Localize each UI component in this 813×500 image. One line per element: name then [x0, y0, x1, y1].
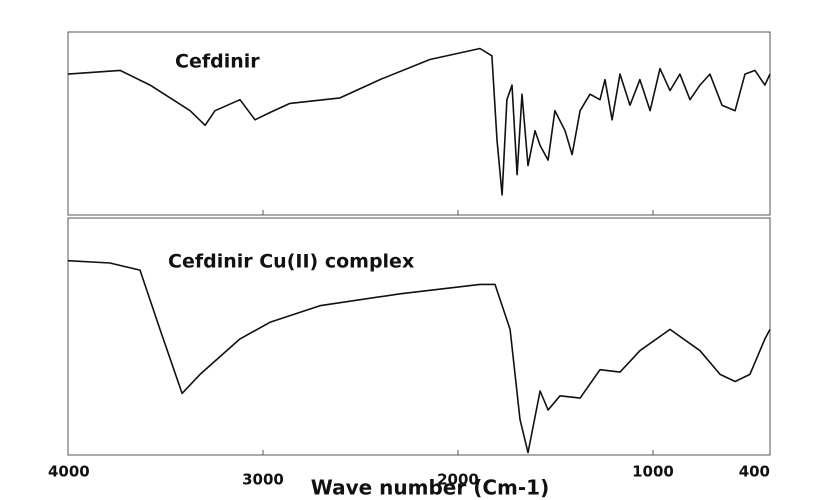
spectrum-line	[67, 259, 771, 454]
panel-frame	[67, 31, 771, 216]
x-tick-label: 400	[739, 463, 770, 481]
x-tick-label: 1000	[632, 463, 674, 481]
x-tick-label: 3000	[242, 471, 284, 489]
x-tick-label: 2000	[437, 471, 479, 489]
x-tick-label: 4000	[48, 463, 90, 481]
panel-frame	[67, 217, 771, 456]
panel-title: Cefdinir Cu(II) complex	[168, 251, 414, 273]
spectrum-line	[67, 47, 771, 196]
panel-title: Cefdinir	[175, 51, 260, 73]
x-axis-label: Wave number (Cm-1)	[311, 476, 549, 500]
